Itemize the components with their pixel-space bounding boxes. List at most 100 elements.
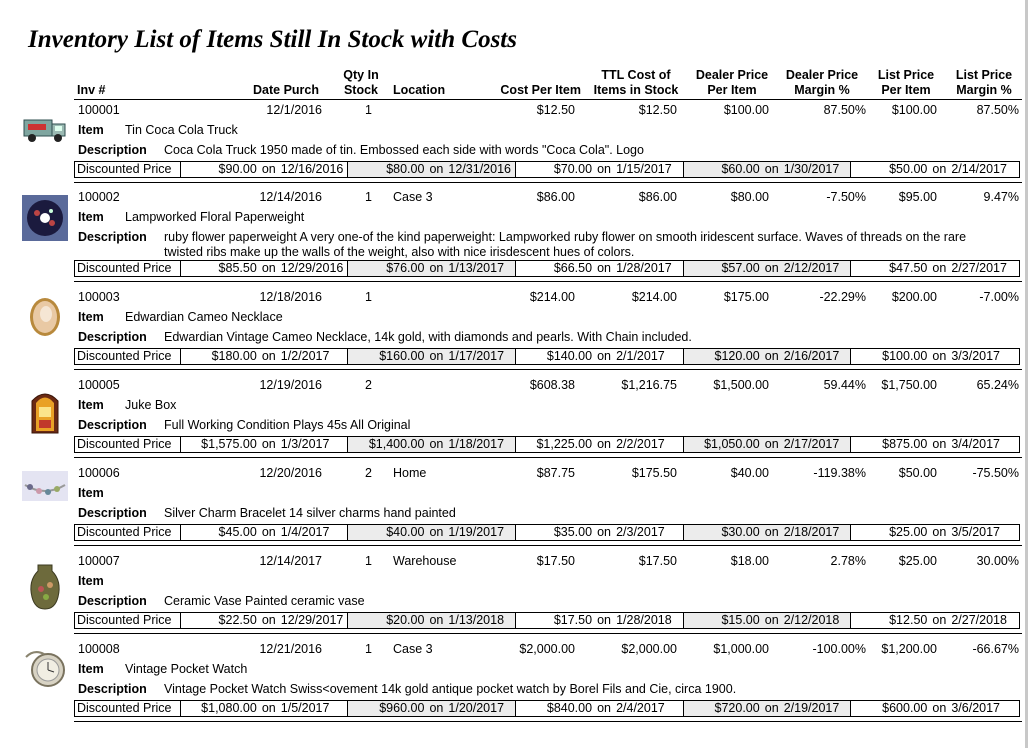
column-header-row: Inv # Date Purch Qty In Stock Location Co… <box>0 64 1028 98</box>
list-price: $1,750.00 <box>881 378 937 392</box>
jukebox-icon <box>22 387 68 434</box>
discount-on: on <box>597 162 612 176</box>
item-description: Ceramic Vase Painted ceramic vase <box>164 594 365 608</box>
header-date: Date Purch <box>253 83 319 97</box>
discount-price: $960.00 <box>379 701 425 715</box>
item-name: Vintage Pocket Watch <box>125 662 248 676</box>
dealer-price: $40.00 <box>730 466 769 480</box>
discount-date: 1/5/2017 <box>280 701 330 715</box>
inv-number: 100003 <box>78 290 120 304</box>
header-cost: Cost Per Item <box>500 83 581 97</box>
discount-on: on <box>764 437 779 451</box>
ttl-cost: $175.50 <box>631 466 677 480</box>
discount-date: 2/16/2017 <box>783 349 840 363</box>
list-price: $25.00 <box>898 554 937 568</box>
discount-date: 1/13/2017 <box>448 261 505 275</box>
discount-step: $20.00 on 1/13/2018 <box>348 613 517 628</box>
discount-date: 2/18/2017 <box>783 525 840 539</box>
discount-step: $66.50 on 1/28/2017 <box>516 261 684 276</box>
discount-on: on <box>764 613 779 627</box>
discount-date: 2/12/2017 <box>783 261 840 275</box>
cost-per-item: $17.50 <box>536 554 575 568</box>
toy-truck-icon <box>22 108 68 148</box>
description-label: Description <box>78 682 147 696</box>
description-label: Description <box>78 418 147 432</box>
discount-price: $35.00 <box>553 525 593 539</box>
discount-label: Discounted Price <box>75 437 181 452</box>
description-label: Description <box>78 230 147 244</box>
ttl-cost: $86.00 <box>638 190 677 204</box>
discount-on: on <box>261 437 276 451</box>
discount-on: on <box>932 349 947 363</box>
location: Case 3 <box>393 642 433 656</box>
discount-price: $1,050.00 <box>704 437 760 451</box>
discount-price: $45.00 <box>218 525 257 539</box>
discount-on: on <box>597 701 612 715</box>
purchase-date: 12/14/2016 <box>259 190 322 204</box>
qty-in-stock: 1 <box>365 190 372 204</box>
discount-on: on <box>932 701 947 715</box>
dealer-price: $80.00 <box>730 190 769 204</box>
discount-on: on <box>429 437 444 451</box>
discount-schedule: Discounted Price $90.00 on 12/16/2016 $80.00… <box>74 161 1020 178</box>
item-name: Tin Coca Cola Truck <box>125 123 238 137</box>
discount-step: $120.00 on 2/16/2017 <box>683 349 852 364</box>
discount-date: 2/1/2017 <box>616 349 665 363</box>
item-label: Item <box>78 123 104 137</box>
item-description: Silver Charm Bracelet 14 silver charms h… <box>164 506 456 520</box>
description-label: Description <box>78 143 147 157</box>
discount-step: $85.50 on 12/29/2016 <box>181 261 349 276</box>
list-price: $200.00 <box>891 290 937 304</box>
dealer-margin: -119.38% <box>813 466 866 480</box>
report-title: Inventory List of Items Still In Stock w… <box>28 26 517 53</box>
discount-on: on <box>261 261 276 275</box>
discount-price: $120.00 <box>714 349 760 363</box>
item-description: Coca Cola Truck 1950 made of tin. Emboss… <box>164 143 644 157</box>
discount-date: 12/31/2016 <box>448 162 511 176</box>
header-qty: Qty In Stock <box>343 68 379 97</box>
item-divider <box>74 721 1022 722</box>
discount-date: 12/16/2016 <box>280 162 344 176</box>
discount-step: $1,080.00 on 1/5/2017 <box>181 701 349 716</box>
discount-step: $80.00 on 12/31/2016 <box>348 162 517 177</box>
inv-number: 100008 <box>78 642 120 656</box>
inv-number: 100001 <box>78 103 120 117</box>
discount-price: $57.00 <box>721 261 760 275</box>
discount-price: $600.00 <box>882 701 928 715</box>
discount-price: $60.00 <box>721 162 760 176</box>
dealer-margin: -7.50% <box>826 190 866 204</box>
dealer-price: $1,500.00 <box>713 378 769 392</box>
discount-step: $720.00 on 2/19/2017 <box>683 701 852 716</box>
list-margin: 87.50% <box>976 103 1019 117</box>
discount-on: on <box>597 437 612 451</box>
cost-per-item: $87.75 <box>536 466 575 480</box>
dealer-margin: 87.50% <box>823 103 866 117</box>
item-label: Item <box>78 486 104 500</box>
purchase-date: 12/21/2016 <box>259 642 322 656</box>
discount-price: $30.00 <box>721 525 760 539</box>
discount-on: on <box>932 162 947 176</box>
discount-date: 2/12/2018 <box>783 613 840 627</box>
purchase-date: 12/14/2017 <box>259 554 322 568</box>
purchase-date: 12/20/2016 <box>259 466 322 480</box>
item-label: Item <box>78 398 104 412</box>
discount-date: 12/29/2016 <box>280 261 344 275</box>
ttl-cost: $1,216.75 <box>621 378 677 392</box>
discount-on: on <box>597 613 612 627</box>
purchase-date: 12/1/2016 <box>266 103 322 117</box>
header-ttl-cost: TTL Cost of Items in Stock <box>593 68 679 97</box>
discount-date: 1/2/2017 <box>280 349 330 363</box>
discount-step: $35.00 on 2/3/2017 <box>516 525 684 540</box>
discount-schedule: Discounted Price $45.00 on 1/4/2017 $40.00 on… <box>74 524 1020 541</box>
discount-price: $1,575.00 <box>201 437 257 451</box>
discount-price: $1,080.00 <box>201 701 257 715</box>
discount-step: $90.00 on 12/16/2016 <box>181 162 349 177</box>
item-label: Item <box>78 574 104 588</box>
discount-label: Discounted Price <box>75 349 181 364</box>
discount-step: $15.00 on 2/12/2018 <box>683 613 852 628</box>
item-divider <box>74 633 1022 634</box>
discount-label: Discounted Price <box>75 261 181 276</box>
discount-schedule: Discounted Price $22.50 on 12/29/2017 $20.00… <box>74 612 1020 629</box>
discount-on: on <box>932 613 947 627</box>
discount-on: on <box>429 162 444 176</box>
